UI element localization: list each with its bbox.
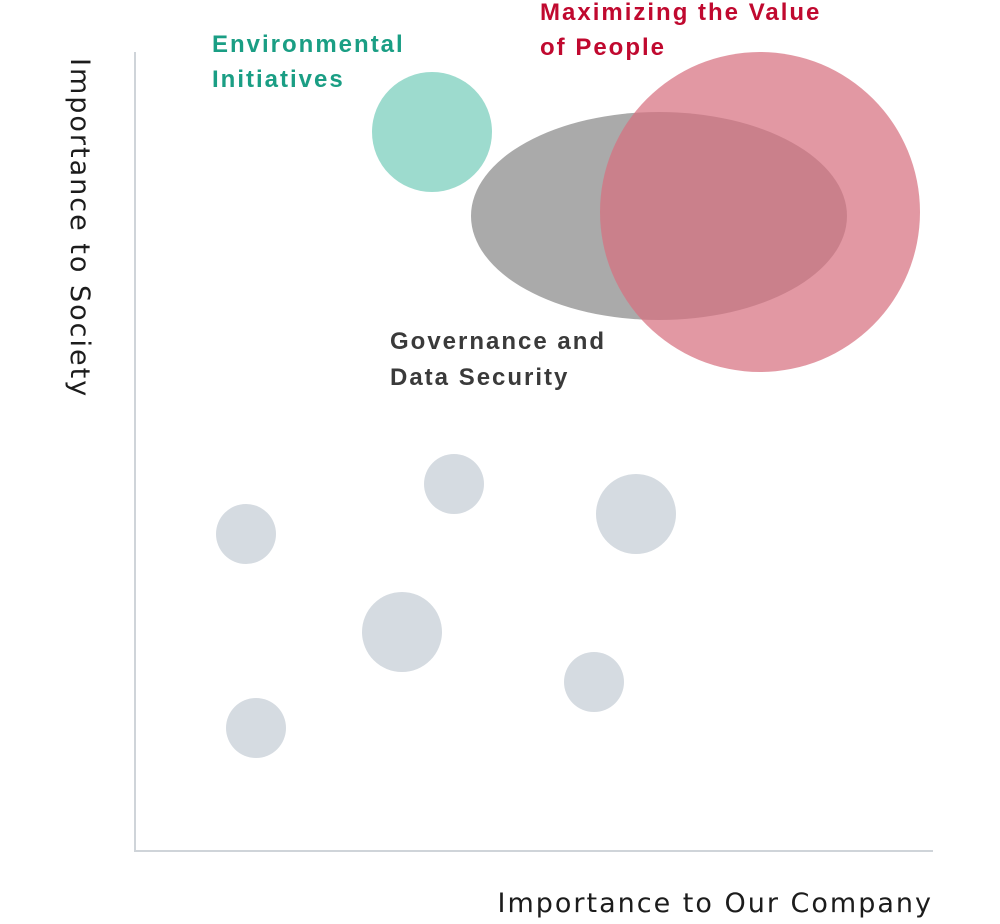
y-axis-label: Importance to Society (64, 58, 95, 398)
environmental-bubble (372, 72, 492, 192)
environmental-label-line2: Initiatives (212, 66, 345, 93)
x-axis-label: Importance to Our Company (498, 888, 934, 919)
governance-label-line1: Governance and (390, 328, 606, 355)
minor-bubble (216, 504, 276, 564)
minor-bubble (596, 474, 676, 554)
environmental-label-line1: Environmental (212, 31, 405, 58)
minor-bubble (424, 454, 484, 514)
minor-bubble (362, 592, 442, 672)
governance-label-line2: Data Security (390, 364, 569, 391)
people-label: Maximizing the Value of People (540, 0, 830, 61)
environmental-label: Environmental Initiatives (212, 31, 413, 93)
minor-bubble (564, 652, 624, 712)
people-label-line1: Maximizing the Value (540, 0, 821, 26)
people-label-line2: of People (540, 34, 666, 61)
governance-label: Governance and Data Security (390, 328, 615, 391)
people-bubble (600, 52, 920, 372)
minor-bubble (226, 698, 286, 758)
minor-issue-bubbles (216, 454, 676, 758)
